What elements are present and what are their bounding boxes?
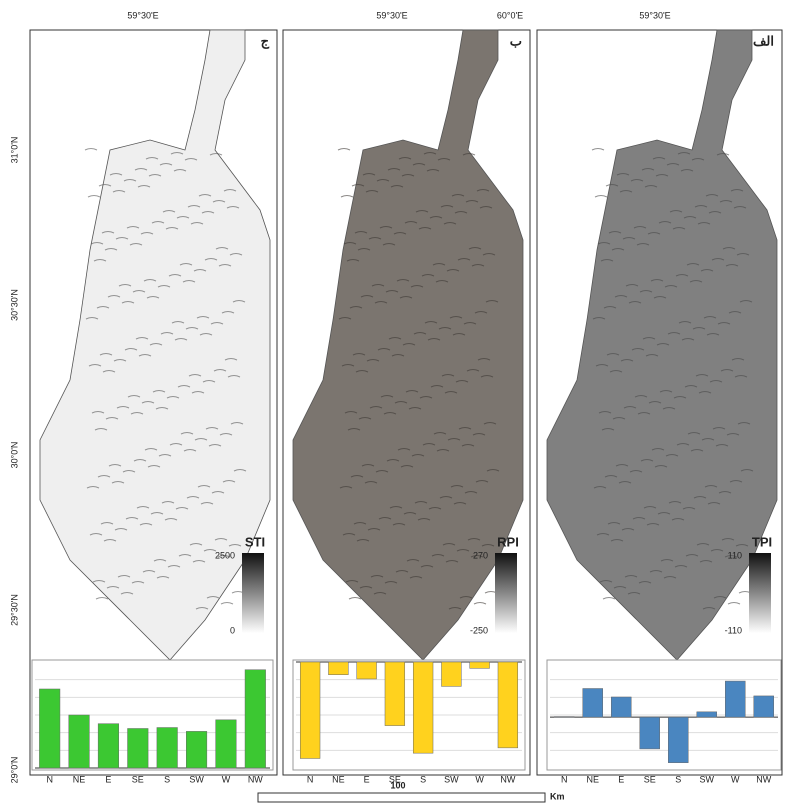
panel-label: الف xyxy=(753,33,774,48)
legend-min: -110 xyxy=(725,625,742,635)
bar xyxy=(300,662,320,758)
x-tick-label: NW xyxy=(500,774,515,784)
longitude-label: 60°0'E xyxy=(497,10,523,20)
bar xyxy=(98,724,119,768)
legend-max: 110 xyxy=(728,550,742,560)
legend-ramp xyxy=(749,553,771,633)
study-area xyxy=(293,30,523,660)
bar xyxy=(583,689,603,718)
study-area xyxy=(40,30,270,660)
bar xyxy=(39,689,60,768)
legend-ramp xyxy=(495,553,517,633)
bar xyxy=(640,717,660,749)
bar xyxy=(611,697,631,717)
x-tick-label: N xyxy=(46,774,53,784)
bar xyxy=(697,712,717,717)
x-tick-label: E xyxy=(364,774,370,784)
dune-texture xyxy=(595,196,607,198)
bar xyxy=(69,715,90,768)
dune-texture xyxy=(96,598,108,600)
bar xyxy=(128,728,149,768)
latitude-label: 29°0'N xyxy=(9,757,19,784)
bar xyxy=(245,670,266,768)
figure: ج STI 2500 0 ب RPI 270 -250 الف TPI 110 -110 59°30'E… xyxy=(0,0,792,803)
x-tick-label: NE xyxy=(586,774,599,784)
x-tick-label: W xyxy=(475,774,484,784)
legend-ramp xyxy=(242,553,264,633)
x-tick-label: N xyxy=(561,774,568,784)
x-tick-label: SW xyxy=(700,774,715,784)
legend-max: 2500 xyxy=(215,550,235,560)
dune-texture xyxy=(85,149,97,151)
x-tick-label: NE xyxy=(332,774,345,784)
legend-min: 0 xyxy=(230,625,235,635)
bar xyxy=(668,717,688,763)
dune-texture xyxy=(88,196,100,198)
study-area xyxy=(547,30,777,660)
longitude-label: 59°30'E xyxy=(376,10,407,20)
latitude-label: 30°30'N xyxy=(9,289,19,321)
legend-min: -250 xyxy=(470,625,488,635)
latitude-label: 29°30'N xyxy=(9,594,19,626)
bar xyxy=(498,662,518,748)
x-tick-label: SE xyxy=(132,774,144,784)
bar xyxy=(754,696,774,717)
legend-title: STI xyxy=(245,534,265,549)
legend-title: TPI xyxy=(752,534,772,549)
x-tick-label: SW xyxy=(444,774,459,784)
longitude-label: 59°30'E xyxy=(639,10,670,20)
x-tick-label: E xyxy=(618,774,624,784)
x-tick-label: N xyxy=(307,774,314,784)
scale-value: 100 xyxy=(390,780,405,790)
x-tick-label: W xyxy=(731,774,740,784)
x-tick-label: SW xyxy=(189,774,204,784)
x-tick-label: NW xyxy=(756,774,771,784)
x-tick-label: S xyxy=(420,774,426,784)
bar xyxy=(385,662,405,726)
bar xyxy=(357,662,377,679)
dune-texture xyxy=(338,149,350,151)
scale-bar xyxy=(258,793,545,802)
x-tick-label: SE xyxy=(644,774,656,784)
x-tick-label: S xyxy=(675,774,681,784)
dune-texture xyxy=(603,598,615,600)
bar xyxy=(157,728,178,768)
latitude-label: 31°0'N xyxy=(9,137,19,164)
dune-texture xyxy=(728,603,740,605)
x-tick-label: E xyxy=(105,774,111,784)
panel-label: ج xyxy=(261,33,270,49)
x-tick-label: S xyxy=(164,774,170,784)
dune-texture xyxy=(341,196,353,198)
dune-texture xyxy=(221,603,233,605)
bar xyxy=(186,731,207,768)
panel-label: ب xyxy=(510,33,522,48)
bar xyxy=(328,662,348,675)
bar xyxy=(554,717,574,718)
legend-max: 270 xyxy=(473,550,488,560)
x-tick-label: NW xyxy=(248,774,263,784)
bar xyxy=(216,720,237,768)
longitude-label: 59°30'E xyxy=(127,10,158,20)
bar xyxy=(725,681,745,717)
bar xyxy=(413,662,433,753)
dune-texture xyxy=(474,603,486,605)
scale-unit: Km xyxy=(550,791,565,801)
legend-title: RPI xyxy=(497,534,519,549)
x-tick-label: W xyxy=(222,774,231,784)
bar xyxy=(470,662,490,668)
latitude-label: 30°0'N xyxy=(9,442,19,469)
x-tick-label: NE xyxy=(73,774,86,784)
dune-texture xyxy=(592,149,604,151)
bar xyxy=(441,662,461,686)
dune-texture xyxy=(349,598,361,600)
